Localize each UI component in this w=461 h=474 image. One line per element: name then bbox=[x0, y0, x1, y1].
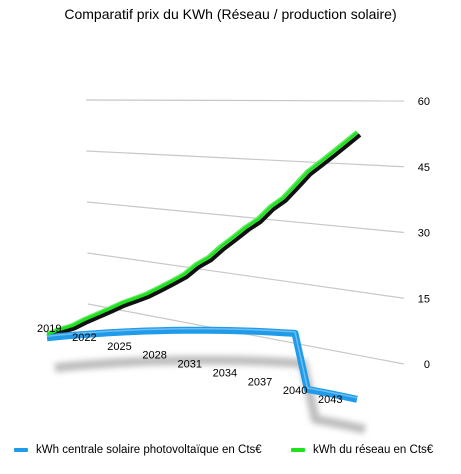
gridline bbox=[85, 99, 405, 102]
series-highlight bbox=[46, 327, 358, 399]
gridline bbox=[86, 201, 405, 234]
legend-swatch-grid bbox=[291, 448, 305, 452]
legend-label-grid: kWh du réseau en Cts€ bbox=[313, 444, 434, 456]
y-tick-label: 45 bbox=[418, 162, 430, 174]
series-line bbox=[46, 326, 358, 403]
series-line bbox=[46, 130, 359, 336]
x-tick-label: 2040 bbox=[283, 385, 307, 397]
legend-item-solar: kWh centrale solaire photovoltaïque en C… bbox=[14, 444, 262, 456]
x-tick-label: 2031 bbox=[178, 359, 202, 371]
x-tick-label: 2034 bbox=[213, 367, 237, 379]
legend-item-grid: kWh du réseau en Cts€ bbox=[291, 444, 433, 456]
series-shadow bbox=[49, 133, 362, 339]
x-tick-label: 2037 bbox=[248, 376, 272, 388]
gridline bbox=[87, 252, 405, 299]
legend-swatch-solar bbox=[14, 448, 28, 452]
x-tick-label: 2022 bbox=[72, 332, 96, 344]
series-shadows bbox=[49, 133, 366, 434]
series-lines bbox=[46, 130, 359, 403]
legend-label-solar: kWh centrale solaire photovoltaïque en C… bbox=[36, 444, 262, 456]
y-tick-label: 60 bbox=[418, 96, 430, 108]
x-tick-label: 2019 bbox=[37, 323, 61, 335]
series-shadow bbox=[54, 355, 366, 434]
y-tick-label: 0 bbox=[424, 359, 430, 371]
y-tick-label: 15 bbox=[418, 293, 430, 305]
x-tick-label: 2028 bbox=[142, 350, 166, 362]
y-tick-label: 30 bbox=[418, 228, 430, 240]
chart-title: Comparatif prix du KWh (Réseau / product… bbox=[64, 6, 397, 22]
x-tick-label: 2043 bbox=[318, 394, 342, 406]
axis-labels: 0 15 30 45 60 2019 2022 2025 2028 2031 2034 2037 204… bbox=[37, 96, 430, 406]
gridline bbox=[86, 150, 405, 168]
chart-area: 0 15 30 45 60 2019 2022 2025 2028 2031 2034 2037 204… bbox=[37, 96, 430, 434]
series-highlight bbox=[46, 130, 358, 333]
x-tick-label: 2025 bbox=[107, 341, 131, 353]
